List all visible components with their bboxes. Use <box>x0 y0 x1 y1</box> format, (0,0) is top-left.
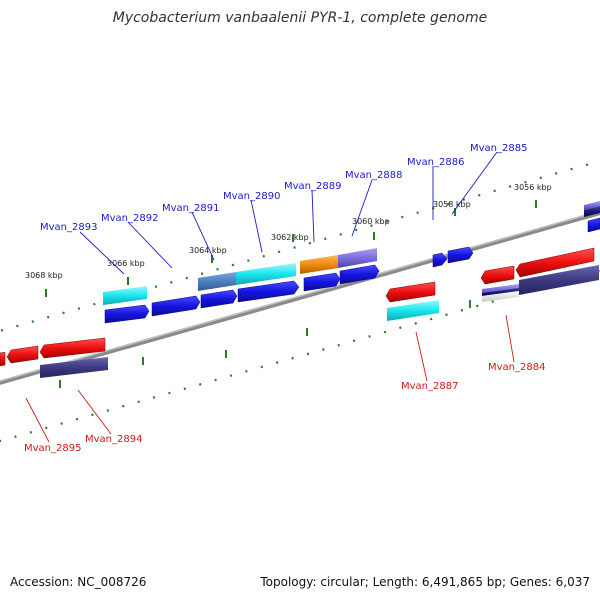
cog-block <box>338 248 377 268</box>
cog-block <box>584 206 600 217</box>
genome-summary-text: Topology: circular; Length: 6,491,865 bp… <box>260 575 590 589</box>
tick-label: 3056 kbp <box>514 183 552 192</box>
reverse-leader-lines <box>25 314 515 443</box>
gene-label-forward[interactable]: Mvan_2893 <box>40 222 97 233</box>
reverse-gene-labels: Mvan_2895 Mvan_2894 Mvan_2887 Mvan_2884 <box>24 362 545 454</box>
forward-gene-arrow[interactable] <box>339 264 380 285</box>
tick-label: 3062 kbp <box>271 233 309 242</box>
forward-cds-track <box>104 217 600 324</box>
cog-block <box>236 263 296 285</box>
reverse-gene-arrow[interactable] <box>515 247 595 278</box>
cog-block <box>40 357 108 378</box>
cog-block <box>103 286 147 305</box>
gene-label-forward[interactable]: Mvan_2890 <box>223 191 280 202</box>
forward-gene-arrow[interactable] <box>237 280 300 303</box>
forward-leader-lines <box>79 151 498 275</box>
reverse-gene-arrow[interactable] <box>385 281 436 303</box>
cog-block <box>198 272 236 291</box>
cog-block <box>584 201 600 210</box>
cog-block <box>387 300 439 321</box>
forward-gene-arrow[interactable] <box>587 217 600 233</box>
forward-gene-arrow[interactable] <box>447 246 474 264</box>
gene-label-forward[interactable]: Mvan_2891 <box>162 203 219 214</box>
reverse-gene-arrow[interactable] <box>6 345 39 364</box>
gene-label-reverse[interactable]: Mvan_2894 <box>85 434 142 445</box>
forward-gene-arrow[interactable] <box>432 252 448 268</box>
gene-label-forward[interactable]: Mvan_2889 <box>284 181 341 192</box>
forward-gene-arrow[interactable] <box>200 289 238 309</box>
gene-label-forward[interactable]: Mvan_2892 <box>101 213 158 224</box>
major-ticks <box>45 200 537 388</box>
tick-label: 3066 kbp <box>107 259 145 268</box>
gene-label-forward[interactable]: Mvan_2885 <box>470 143 527 154</box>
cog-block <box>482 291 519 302</box>
forward-gene-labels: Mvan_2893 Mvan_2892 Mvan_2891 Mvan_2890 … <box>40 143 527 233</box>
reverse-cog-track <box>40 265 599 378</box>
accession-text: Accession: NC_008726 <box>10 575 147 589</box>
map-title: Mycobacterium vanbaalenii PYR-1, complet… <box>112 10 488 26</box>
tick-labels: 3068 kbp 3066 kbp 3064 kbp 3062 kbp 3060… <box>25 183 552 280</box>
forward-cog-track <box>103 201 600 305</box>
tick-label: 3058 kbp <box>433 200 471 209</box>
gene-label-forward[interactable]: Mvan_2886 <box>407 157 464 168</box>
gene-label-forward[interactable]: Mvan_2888 <box>345 170 402 181</box>
genome-backbone <box>0 197 600 399</box>
tick-label: 3064 kbp <box>189 246 227 255</box>
gene-label-reverse[interactable]: Mvan_2895 <box>24 443 81 454</box>
cog-block <box>482 288 519 296</box>
tick-label: 3060 kbp <box>352 217 390 226</box>
cog-block <box>519 265 599 295</box>
reverse-cds-track <box>0 247 595 367</box>
forward-gene-arrow[interactable] <box>303 272 341 292</box>
reverse-gene-arrow[interactable] <box>39 337 106 359</box>
tick-label: 3068 kbp <box>25 271 63 280</box>
reverse-gene-arrow[interactable] <box>0 351 6 367</box>
cog-block <box>300 255 338 274</box>
forward-gene-arrow[interactable] <box>104 304 150 324</box>
reverse-gene-arrow[interactable] <box>480 265 515 285</box>
gene-label-reverse[interactable]: Mvan_2887 <box>401 381 458 392</box>
gene-label-reverse[interactable]: Mvan_2884 <box>488 362 545 373</box>
forward-gene-arrow[interactable] <box>151 295 201 317</box>
